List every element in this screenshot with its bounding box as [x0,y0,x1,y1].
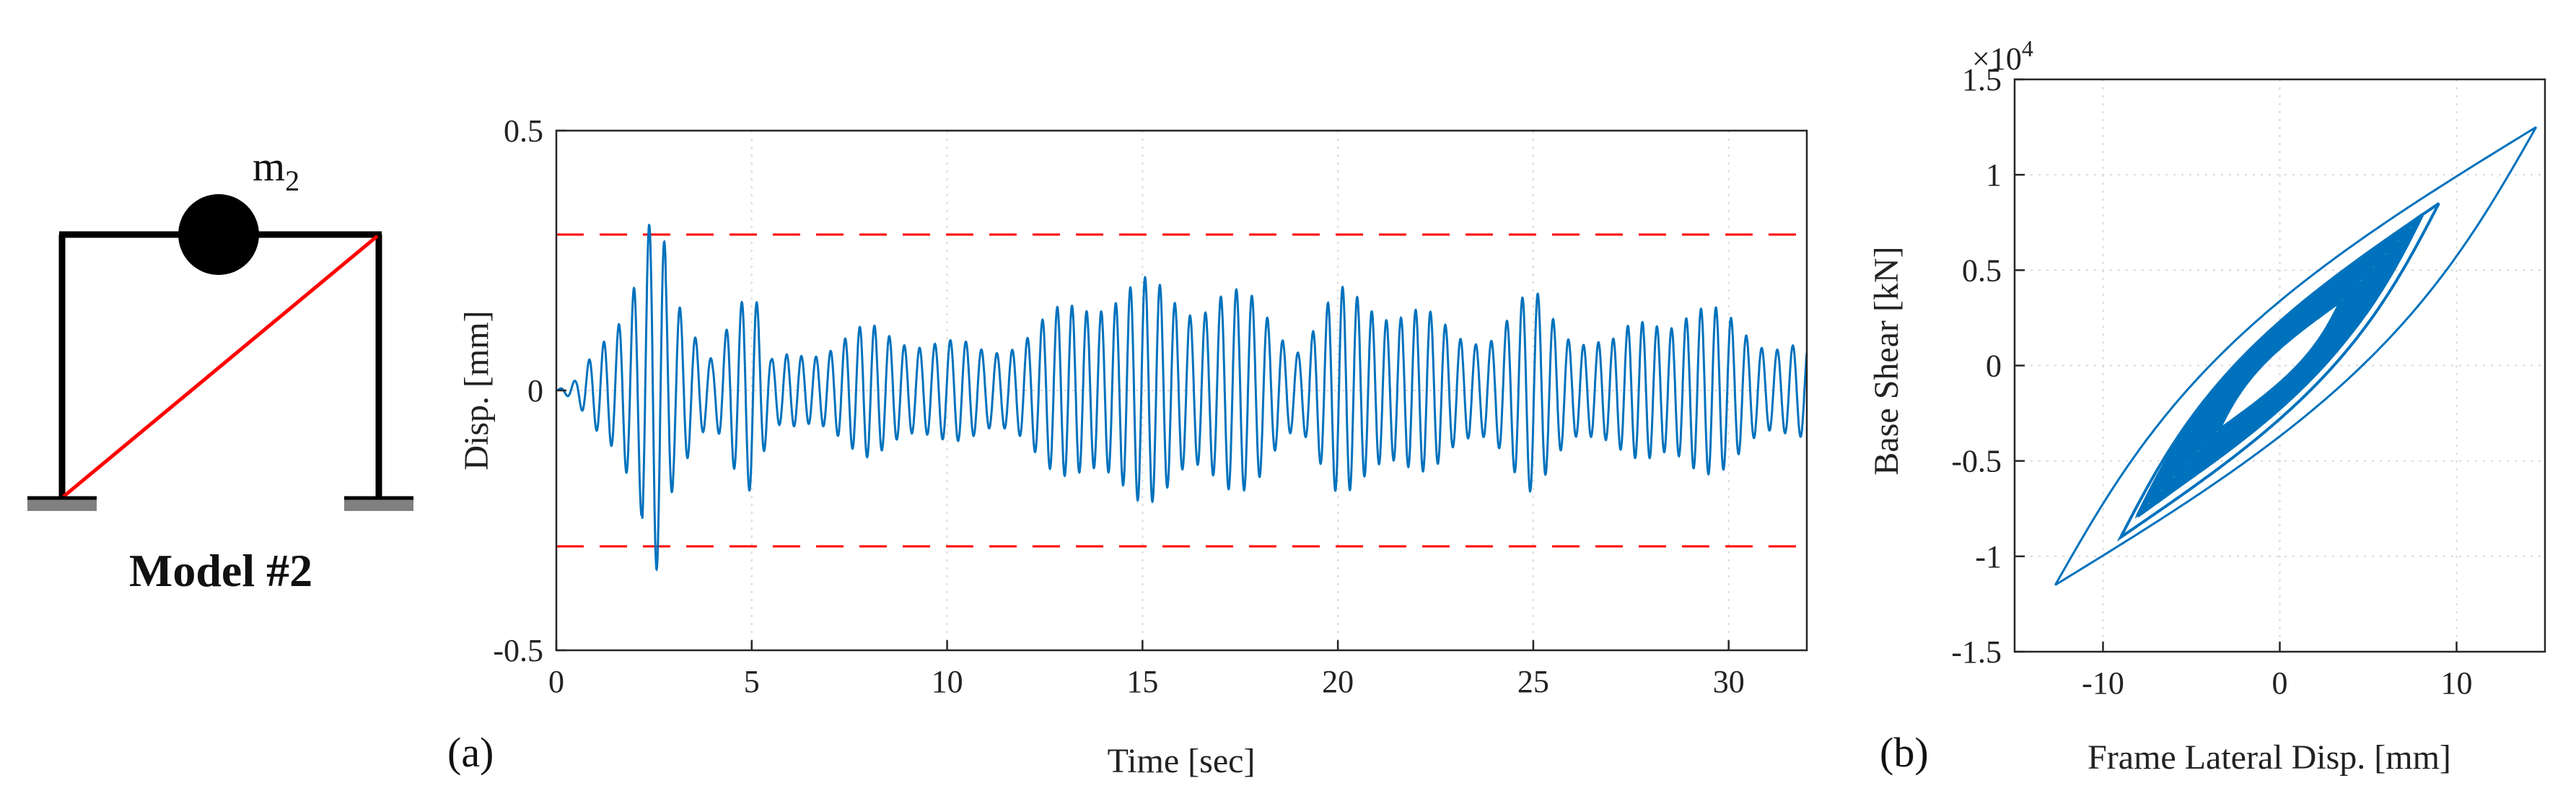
mass-circle [178,194,259,275]
left-support [27,498,97,511]
a-axes-box [555,129,1808,652]
b-xlabel: Frame Lateral Disp. [mm] [2087,738,2451,777]
hysteresis-chart: -10 0 10 1.5 1 0.5 0 -0.5 -1 -1.5 ×104 Frame Late… [1867,35,2546,777]
b-ytick-label: 1.5 [1962,62,2002,97]
b-ylabel: Base Shear [kN] [1867,246,1906,475]
a-gridlines [556,131,1807,650]
displacement-time-chart: 0 5 10 15 20 25 300.50-0.5 Time [sec] Disp. [m… [447,113,1808,780]
hysteresis-loop [2054,126,2538,586]
a-xtick-label: 30 [1713,664,1745,699]
b-ytick-label: 1 [1986,157,2002,193]
a-tick-labels: 0 5 10 15 20 25 300.50-0.5 [493,113,1744,699]
b-ytick-label: -0.5 [1951,444,2002,479]
b-ytick-label: 0.5 [1962,253,2002,288]
model-label: Model #2 [129,545,312,596]
a-ylabel: Disp. [mm] [457,310,496,470]
b-exponent-label: ×104 [1972,35,2033,77]
a-xlabel: Time [sec] [1108,742,1256,780]
b-panel-label: (b) [1880,729,1929,776]
b-ytick-label: -1.5 [1951,634,2002,670]
displacement-series-line [556,223,1808,572]
hysteresis-loop [2116,202,2440,542]
a-limit-lines [556,233,1807,548]
hysteresis-core-loop [2136,213,2424,518]
a-ytick-label: 0.5 [504,113,543,149]
a-xtick-label: 0 [548,664,564,699]
right-support [344,498,413,511]
a-xtick-label: 20 [1322,664,1354,699]
diagonal-brace [62,235,379,498]
a-ytick-label: 0 [527,373,543,408]
b-tick-labels: -10 0 10 1.5 1 0.5 0 -0.5 -1 -1.5 [1951,62,2472,701]
hysteresis-loops [2054,126,2538,586]
model-schematic: m2 Model #2 [27,143,413,596]
a-xtick-label: 5 [744,664,760,699]
a-xtick-label: 25 [1517,664,1549,699]
b-ytick-label: -1 [1975,539,2002,574]
a-ytick-label: -0.5 [493,633,543,668]
a-xtick-label: 10 [932,664,963,699]
a-xtick-label: 15 [1126,664,1158,699]
b-xtick-label: -10 [2082,665,2124,701]
b-gridlines [2015,79,2545,652]
b-ytick-label: 0 [1986,349,2002,384]
a-panel-label: (a) [447,729,494,776]
b-xtick-label: 10 [2441,665,2473,701]
mass-label: m2 [253,143,299,197]
b-xtick-label: 0 [2272,665,2288,701]
